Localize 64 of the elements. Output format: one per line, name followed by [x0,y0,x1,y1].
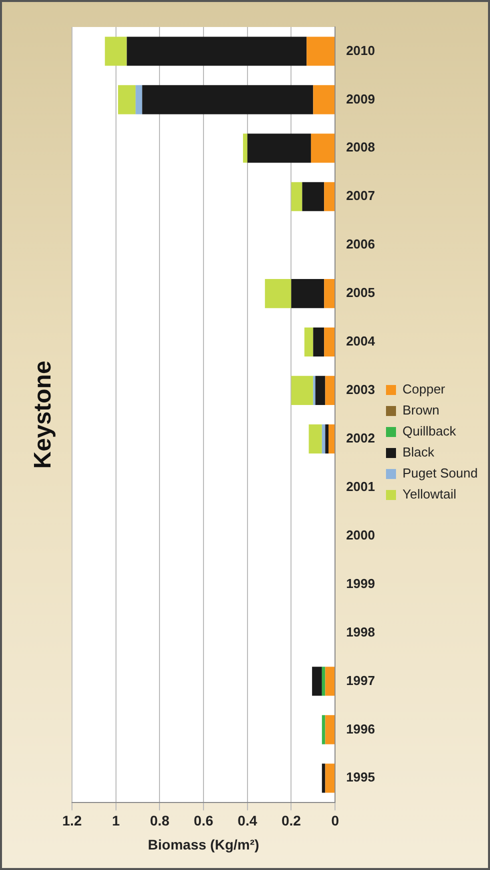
bar [322,666,326,696]
x-tick-label: 0.8 [150,812,170,829]
y-tick-label: 2008 [346,140,375,155]
y-tick-label: 2010 [346,42,375,58]
y-tick-label: 2009 [346,91,375,106]
bar [118,85,136,114]
bar [322,715,326,744]
bar [304,327,314,357]
bar [291,182,302,212]
bar [291,376,314,406]
bar [104,36,127,66]
bar [308,424,322,454]
legend-label: Black [402,444,435,460]
bar [325,666,335,696]
legend-label: Yellowtail [402,486,456,502]
y-tick-label: 2002 [346,430,375,446]
text: Keystone [30,360,57,469]
legend-label: Quillback [402,424,456,439]
x-axis-title: Biomass (Kg/m²) [148,836,260,852]
bar [264,279,292,308]
bar [291,279,324,308]
y-tick-label: 1996 [346,721,375,736]
y-tick-label: 2001 [346,478,375,494]
bar [324,327,335,357]
bar [313,327,324,357]
bar [306,36,335,66]
bar [325,424,329,454]
bar [324,279,335,308]
bar [325,764,335,793]
bar [328,424,335,454]
y-tick-label: 2000 [346,527,375,542]
bar [324,182,335,212]
x-tick-label: 0.4 [238,812,258,829]
bar [302,182,324,212]
bar [243,134,248,163]
y-tick-label: 1995 [346,770,375,785]
bar [142,85,314,114]
x-tick-label: 1.2 [62,812,82,829]
y-tick-label: 1998 [346,624,375,640]
bar [322,424,326,454]
bar [322,764,326,793]
legend-label: Brown [402,402,440,418]
bar [312,666,322,696]
y-tick-label: 1999 [346,576,375,591]
x-tick-label: 0.2 [282,812,302,829]
y-tick-label: 2007 [346,188,375,204]
y-tick-label: 2004 [346,334,376,349]
bar [136,85,142,114]
bar [126,36,307,66]
legend-label: Copper [402,382,446,397]
x-tick-label: 0.6 [194,812,214,829]
legend-label: Puget Sound [402,466,478,481]
y-tick-label: 1997 [346,672,375,688]
y-tick-label: 2003 [346,382,375,398]
bar [310,134,335,163]
bar [325,715,335,744]
y-tick-label: 2005 [346,285,375,300]
bar [313,85,335,114]
bar [247,134,311,163]
y-tick-label: 2006 [346,236,375,252]
x-tick-label: 0 [331,812,340,829]
x-tick-label: 1 [112,812,120,829]
bar [315,376,326,406]
bar [325,376,335,406]
